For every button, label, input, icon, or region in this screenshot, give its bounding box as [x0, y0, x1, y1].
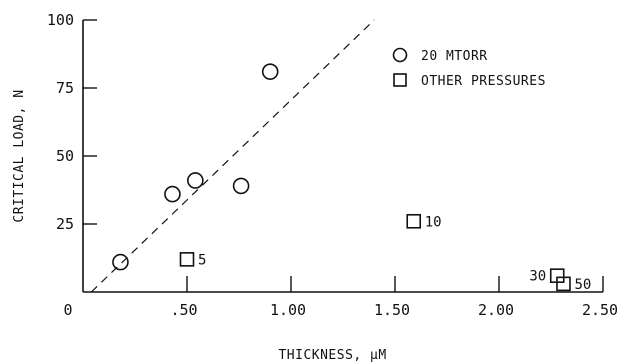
trend-line [90, 19, 375, 293]
legend: 20 MTORR OTHER PRESSURES [392, 47, 546, 89]
point-circle-4 [261, 63, 279, 80]
point-circle-0 [112, 253, 129, 271]
point-circle-1 [164, 185, 181, 203]
y-tick-label-3: 100 [47, 11, 74, 29]
ticks: 25 50 75 100 0 .50 1.00 1.50 2.00 2.50 [47, 11, 618, 319]
point-circle-3 [232, 177, 250, 195]
x-tick-label-4: 2.00 [478, 301, 514, 319]
legend-label-20-mtorr: 20 MTORR [421, 49, 488, 64]
y-tick-label-2: 75 [56, 79, 74, 97]
axes [82, 20, 603, 293]
point-label-10: 10 [425, 214, 442, 230]
point-square-0 [179, 252, 195, 267]
point-label-50: 50 [574, 277, 591, 293]
point-circle-2 [187, 172, 204, 189]
point-label-5: 5 [198, 252, 206, 268]
point-square-1 [406, 213, 422, 229]
legend-square-marker [393, 73, 407, 87]
point-label-30: 30 [529, 269, 546, 285]
y-tick-label-0: 25 [56, 215, 74, 233]
data-points: 5 10 30 50 [112, 63, 591, 293]
x-axis-label: THICKNESS, µM [278, 348, 386, 363]
x-tick-label-0: 0 [63, 301, 72, 319]
x-tick-label-1: .50 [170, 301, 197, 319]
point-square-3 [556, 276, 571, 292]
y-axis-label: CRITICAL LOAD, N [12, 89, 27, 222]
legend-circle-marker [392, 47, 408, 63]
x-tick-label-3: 1.50 [374, 301, 410, 319]
x-tick-label-2: 1.00 [270, 301, 306, 319]
legend-label-other-pressures: OTHER PRESSURES [421, 74, 546, 89]
x-tick-label-5: 2.50 [582, 301, 618, 319]
y-tick-label-1: 50 [56, 147, 74, 165]
